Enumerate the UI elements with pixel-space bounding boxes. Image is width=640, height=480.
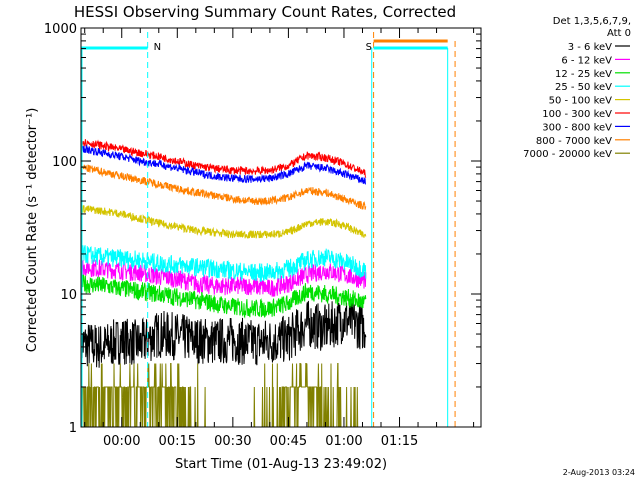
marker-label-S: S [366, 42, 372, 53]
marker-label-N: N [154, 42, 161, 53]
series-line-8 [80, 363, 366, 428]
x-axis-label: Start Time (01-Aug-13 23:49:02) [175, 457, 387, 472]
x-tick-label: 00:30 [214, 434, 251, 449]
series-line-1 [80, 258, 367, 297]
x-tick-label: 00:00 [103, 434, 140, 449]
series-line-5 [80, 139, 367, 178]
y-tick-label: 100 [52, 155, 77, 170]
legend-label: 50 - 100 keV [549, 96, 613, 107]
x-tick-label: 01:15 [381, 434, 418, 449]
y-tick-label: 1 [69, 421, 77, 436]
series-line-7 [80, 163, 367, 210]
y-tick-label: 10 [60, 288, 77, 303]
legend-label: 3 - 6 keV [568, 42, 612, 53]
series-line-4 [80, 205, 367, 239]
legend-label: 800 - 7000 keV [536, 136, 612, 147]
axes: 1 10 100 1000 00:00 00:15 00:30 00:45 01:00 01:15 [44, 22, 481, 449]
timestamp-label: 2-Aug-2013 03:24 [563, 468, 635, 477]
series-line-6 [80, 144, 366, 185]
legend-header: Att 0 [607, 28, 631, 39]
chart-title: HESSI Observing Summary Count Rates, Cor… [74, 3, 456, 21]
plot-frame [80, 27, 482, 428]
y-tick-label: 1000 [44, 22, 77, 37]
legend-label: 12 - 25 keV [555, 69, 612, 80]
legend: Det 1,3,5,6,7,9,Att 0 3 - 6 keV 6 - 12 keV… [523, 16, 631, 160]
series-line-2 [80, 274, 367, 319]
legend-label: 25 - 50 keV [555, 82, 612, 93]
series-line-0 [80, 299, 367, 369]
series-line-3 [80, 245, 367, 282]
x-tick-label: 01:00 [325, 434, 362, 449]
y-axis-label: Corrected Count Rate (s⁻¹ detector⁻¹) [25, 108, 40, 353]
legend-header: Det 1,3,5,6,7,9, [553, 16, 631, 27]
legend-label: 100 - 300 keV [542, 109, 612, 120]
legend-label: 6 - 12 keV [561, 55, 612, 66]
legend-label: 300 - 800 keV [542, 122, 612, 133]
legend-label: 7000 - 20000 keV [523, 149, 612, 160]
x-tick-label: 00:45 [270, 434, 307, 449]
x-tick-label: 00:15 [159, 434, 196, 449]
